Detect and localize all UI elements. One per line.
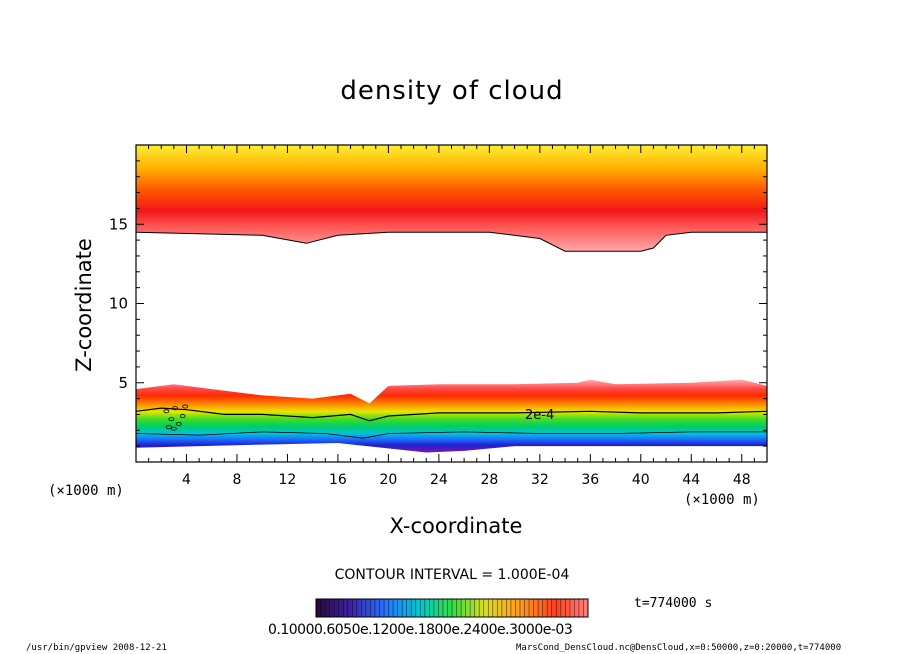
x-tick-label: 8 <box>232 472 241 488</box>
contour-2e-4-line <box>136 407 767 422</box>
x-tick-label: 4 <box>182 472 191 488</box>
x-axis-label: X-coordinate <box>389 514 523 538</box>
y-tick-label: 10 <box>109 295 128 313</box>
contour-speckle <box>168 417 175 422</box>
contour-interval-label: CONTOUR INTERVAL = 1.000E-04 <box>334 567 570 583</box>
contour-speckle <box>182 404 189 409</box>
y-tick-label: 5 <box>118 374 128 392</box>
contour-speckle <box>170 426 177 431</box>
contour-speckles <box>163 404 189 431</box>
x-tick-label: 28 <box>480 472 498 488</box>
x-tick-label: 32 <box>531 472 549 488</box>
y-tick-label: 15 <box>109 215 128 233</box>
contour-label: 2e-4 <box>525 408 554 423</box>
x-tick-label: 16 <box>329 472 347 488</box>
plot-area <box>136 145 767 453</box>
contour-speckle <box>179 414 186 419</box>
x-tick-label: 48 <box>733 472 751 488</box>
colorbar-labels: 0.10000.6050e.1200e.1800e.2400e.3000e-03 <box>268 622 573 638</box>
contour-speckle <box>165 425 172 430</box>
x-tick-label: 12 <box>279 472 297 488</box>
footer-file-info: MarsCond_DensCloud.nc@DensCloud,x=0:5000… <box>516 643 842 653</box>
x-tick-label: 24 <box>430 472 448 488</box>
y-axis-label: Z-coordinate <box>72 238 96 372</box>
contour-speckle <box>172 406 179 411</box>
x-tick-label: 20 <box>379 472 397 488</box>
footer-program-date: /usr/bin/gpview 2008-12-21 <box>26 643 167 653</box>
upper-cloud-layer <box>136 145 767 252</box>
lower-cloud-layer <box>136 379 767 453</box>
contour-speckle <box>163 409 170 414</box>
contour-speckle <box>176 421 182 426</box>
x-tick-label: 44 <box>682 472 700 488</box>
x-unit-label-left: (×1000 m) <box>48 483 124 499</box>
contour-low-line <box>136 431 767 439</box>
upper-contour-line <box>136 231 767 252</box>
chart-title: density of cloud <box>340 76 564 106</box>
x-tick-label: 36 <box>581 472 599 488</box>
time-label: t=774000 s <box>634 596 713 611</box>
y-axis-ticks: 5 10 15 <box>109 160 767 447</box>
x-axis-ticks: 4 8 12 16 20 24 28 32 36 40 44 48 <box>148 145 755 488</box>
x-unit-label-right: (×1000 m) <box>684 492 760 508</box>
x-tick-label: 40 <box>632 472 650 488</box>
colorbar-ticks <box>320 599 584 617</box>
